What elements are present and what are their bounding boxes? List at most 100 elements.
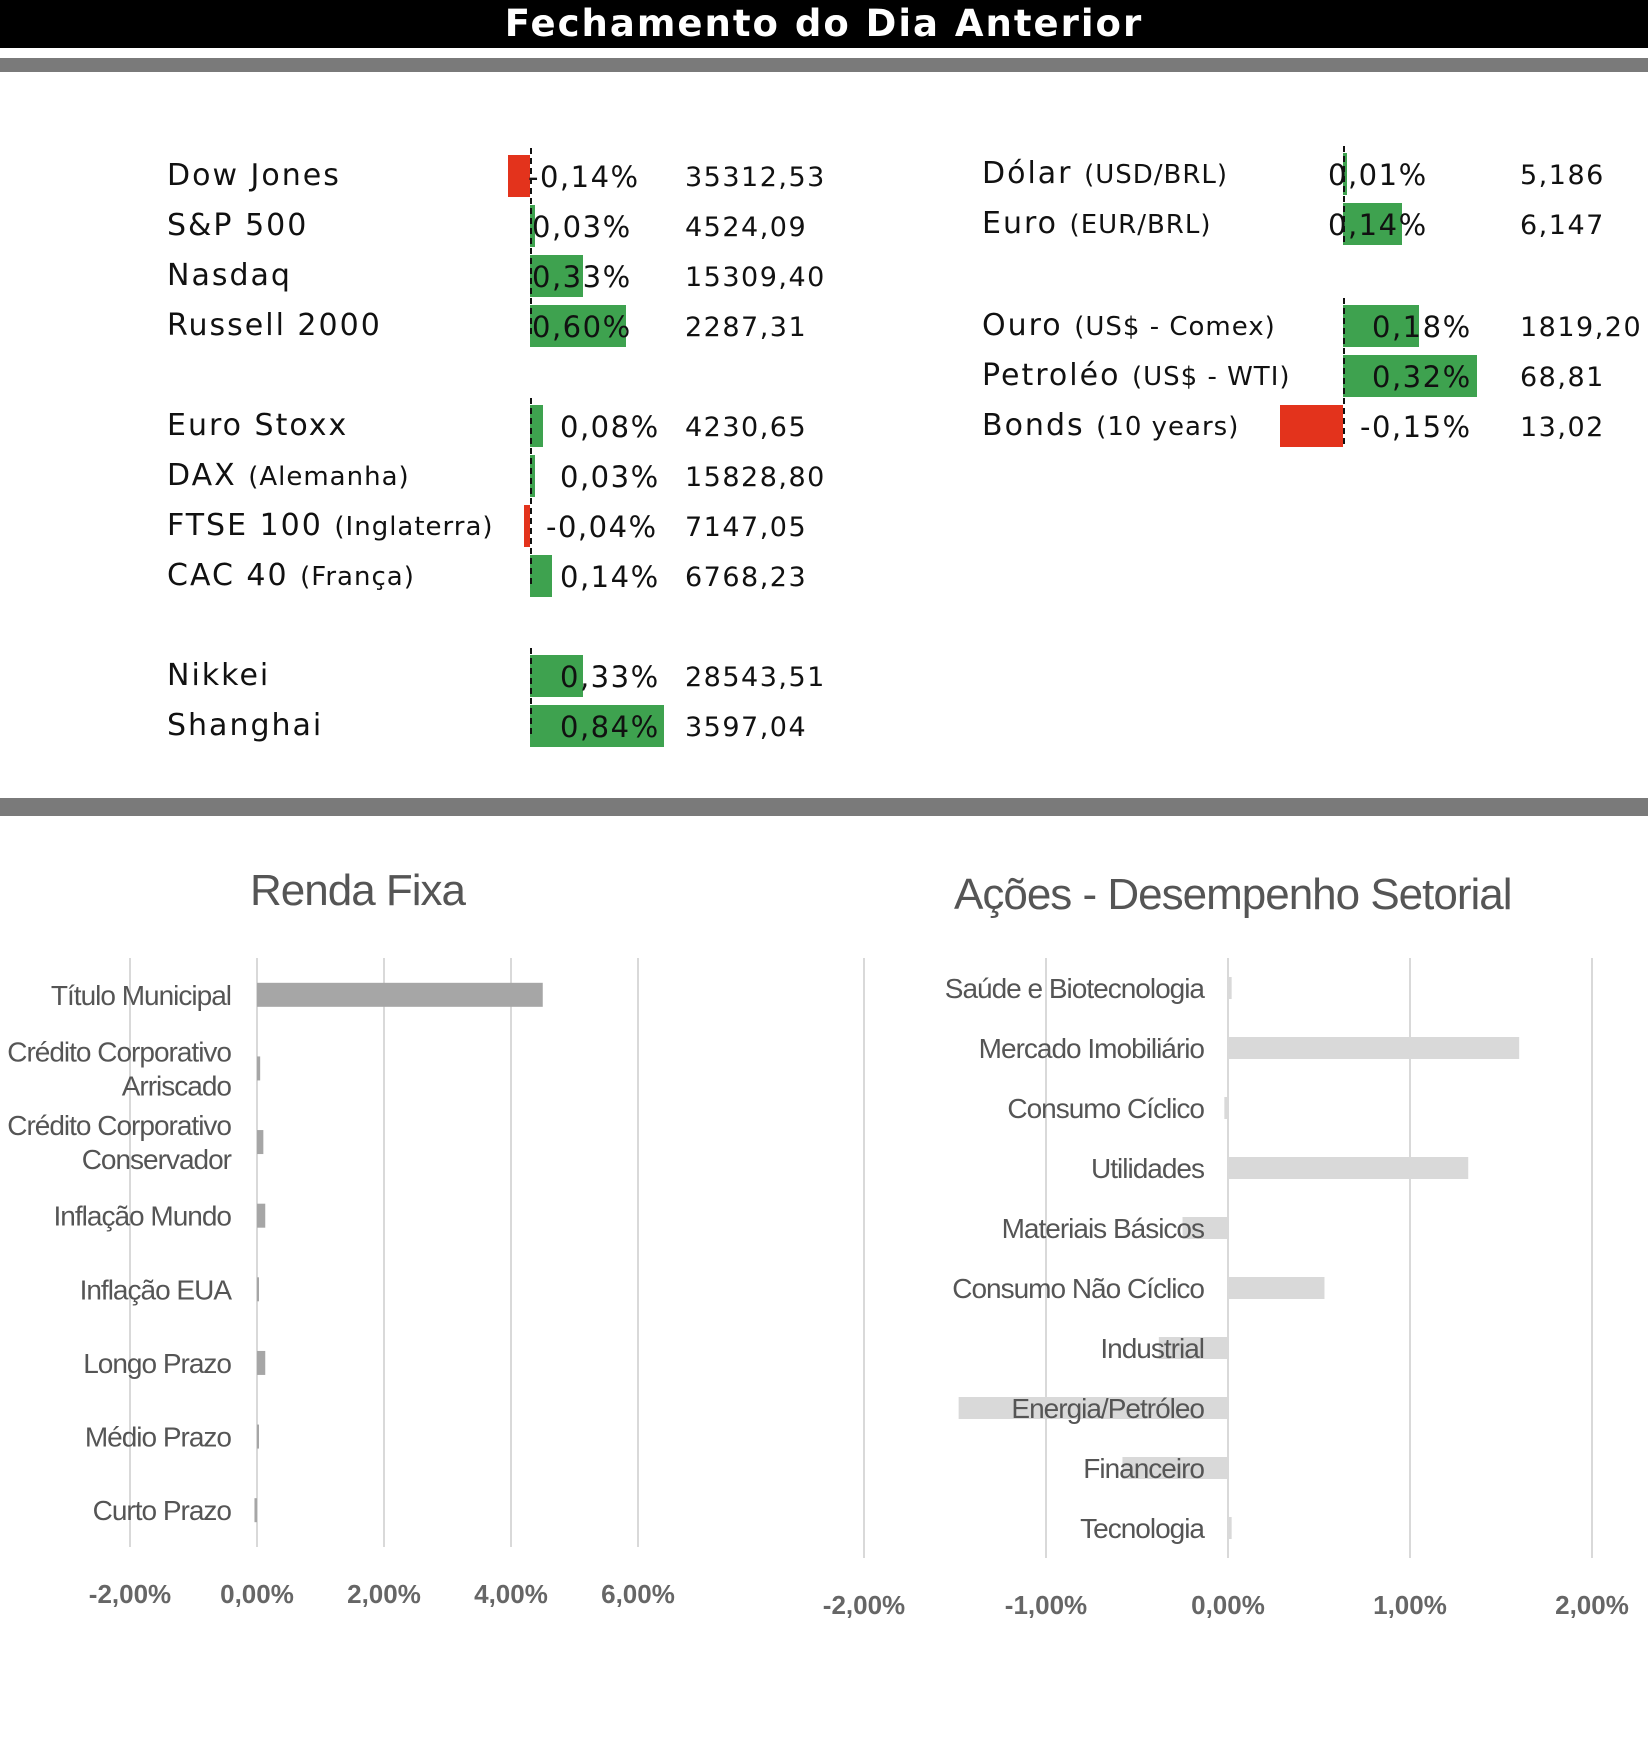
renda-fixa-chart: -2,00% 0,00% 2,00% 4,00% 6,00% Título Municip…	[7, 958, 675, 1609]
change-percent: -0,14%	[528, 160, 640, 194]
x-tick-label: 4,00%	[474, 1579, 548, 1609]
market-label: Petroléo (US$ - WTI)	[982, 358, 1291, 393]
negative-bar	[523, 505, 530, 547]
market-label: DAX (Alemanha)	[167, 458, 410, 493]
bar	[1158, 1337, 1228, 1359]
close-value: 3597,04	[685, 712, 808, 743]
x-tick-label: -2,00%	[89, 1579, 171, 1609]
renda-fixa-title: Renda Fixa	[250, 866, 466, 915]
close-value: 4524,09	[685, 212, 808, 243]
change-percent: 0,33%	[560, 660, 660, 694]
positive-bar	[530, 305, 626, 347]
bar	[1228, 1277, 1325, 1299]
change-percent: 0,08%	[560, 410, 660, 444]
close-value: 68,81	[1520, 362, 1605, 393]
market-label: Ouro (US$ - Comex)	[982, 308, 1276, 343]
change-percent: 0,03%	[532, 210, 632, 244]
bar	[1224, 1097, 1228, 1119]
close-value: 5,186	[1520, 160, 1605, 191]
category-label: Longo Prazo	[83, 1348, 231, 1379]
bar	[257, 1424, 259, 1449]
x-tick-label: 0,00%	[1191, 1590, 1265, 1620]
category-label: Industrial	[1100, 1333, 1204, 1364]
bar	[1228, 1157, 1469, 1179]
x-tick-label: 6,00%	[601, 1579, 675, 1609]
market-name: S&P 500	[167, 208, 309, 243]
top-divider	[0, 58, 1648, 72]
market-name: DAX	[167, 458, 237, 493]
bar	[1228, 1517, 1232, 1539]
setorial-title: Ações - Desempenho Setorial	[954, 870, 1513, 919]
bar	[257, 982, 543, 1007]
category-label: Inflação Mundo	[54, 1201, 232, 1232]
zero-line	[530, 398, 532, 584]
x-tick-label: 2,00%	[347, 1579, 421, 1609]
bar	[1228, 977, 1232, 999]
market-label: Nasdaq	[167, 258, 292, 293]
category-label: Energia/Petróleo	[1011, 1393, 1204, 1424]
close-value: 6768,23	[685, 562, 808, 593]
category-label: Materiais Básicos	[1002, 1213, 1204, 1244]
category-label: Médio Prazo	[85, 1422, 232, 1453]
close-value: 15828,80	[685, 462, 826, 493]
change-percent: -0,04%	[546, 510, 658, 544]
close-value: 1819,20	[1520, 312, 1643, 343]
category-label: Inflação EUA	[80, 1274, 233, 1305]
zero-line	[530, 148, 532, 334]
bar	[1122, 1457, 1228, 1479]
market-sub: (França)	[300, 562, 415, 592]
close-value: 2287,31	[685, 312, 808, 343]
positive-bar	[1343, 305, 1419, 347]
close-value: 28543,51	[685, 662, 826, 693]
market-label: Euro Stoxx	[167, 408, 348, 443]
category-label: Crédito Corporativo	[7, 1036, 231, 1067]
market-name: Nasdaq	[167, 258, 292, 293]
market-name: Dólar	[982, 156, 1073, 191]
setorial-chart: -2,00% -1,00% 0,00% 1,00% 2,00% Saúde e Biote…	[823, 958, 1629, 1620]
market-label: Russell 2000	[167, 308, 382, 343]
market-name: Nikkei	[167, 658, 271, 693]
bar	[254, 1498, 257, 1523]
change-percent: 0,32%	[1372, 360, 1472, 394]
positive-bar	[530, 555, 553, 597]
market-sub: (EUR/BRL)	[1069, 210, 1212, 240]
positive-bar	[530, 255, 583, 297]
market-label: CAC 40 (França)	[167, 558, 415, 593]
category-label: Tecnologia	[1080, 1513, 1205, 1544]
bar	[257, 1350, 266, 1375]
category-label: Conservador	[82, 1144, 232, 1175]
market-label: Nikkei	[167, 658, 270, 693]
market-sub: (10 years)	[1096, 412, 1240, 442]
market-label: Dólar (USD/BRL)	[982, 156, 1228, 191]
category-label: Curto Prazo	[93, 1495, 232, 1526]
bar	[257, 1277, 259, 1302]
positive-bar	[1343, 153, 1348, 195]
x-tick-label: 2,00%	[1555, 1590, 1629, 1620]
bar	[257, 1203, 266, 1228]
positive-bar	[530, 705, 665, 747]
zero-line	[1343, 298, 1345, 444]
category-label: Título Municipal	[51, 980, 231, 1011]
change-percent: 0,60%	[532, 310, 632, 344]
x-tick-label: 1,00%	[1373, 1590, 1447, 1620]
close-value: 13,02	[1520, 412, 1605, 443]
market-name: Russell 2000	[167, 308, 382, 343]
change-percent: 0,84%	[560, 710, 660, 744]
close-value: 35312,53	[685, 162, 826, 193]
category-label: Consumo Cíclico	[1007, 1093, 1204, 1124]
category-label: Utilidades	[1091, 1153, 1204, 1184]
zero-line	[1343, 146, 1345, 242]
category-label: Consumo Não Cíclico	[952, 1273, 1204, 1304]
category-label: Saúde e Biotecnologia	[945, 973, 1206, 1004]
positive-bar	[530, 405, 543, 447]
bar	[257, 1056, 261, 1081]
change-percent: 0,33%	[532, 260, 632, 294]
market-sub: (USD/BRL)	[1084, 160, 1229, 190]
negative-bar	[507, 155, 530, 197]
close-value: 4230,65	[685, 412, 808, 443]
market-name: Shanghai	[167, 708, 324, 743]
market-sub: (Alemanha)	[248, 462, 410, 492]
category-label: Financeiro	[1083, 1453, 1204, 1484]
category-label: Mercado Imobiliário	[979, 1033, 1205, 1064]
positive-bar	[530, 455, 535, 497]
